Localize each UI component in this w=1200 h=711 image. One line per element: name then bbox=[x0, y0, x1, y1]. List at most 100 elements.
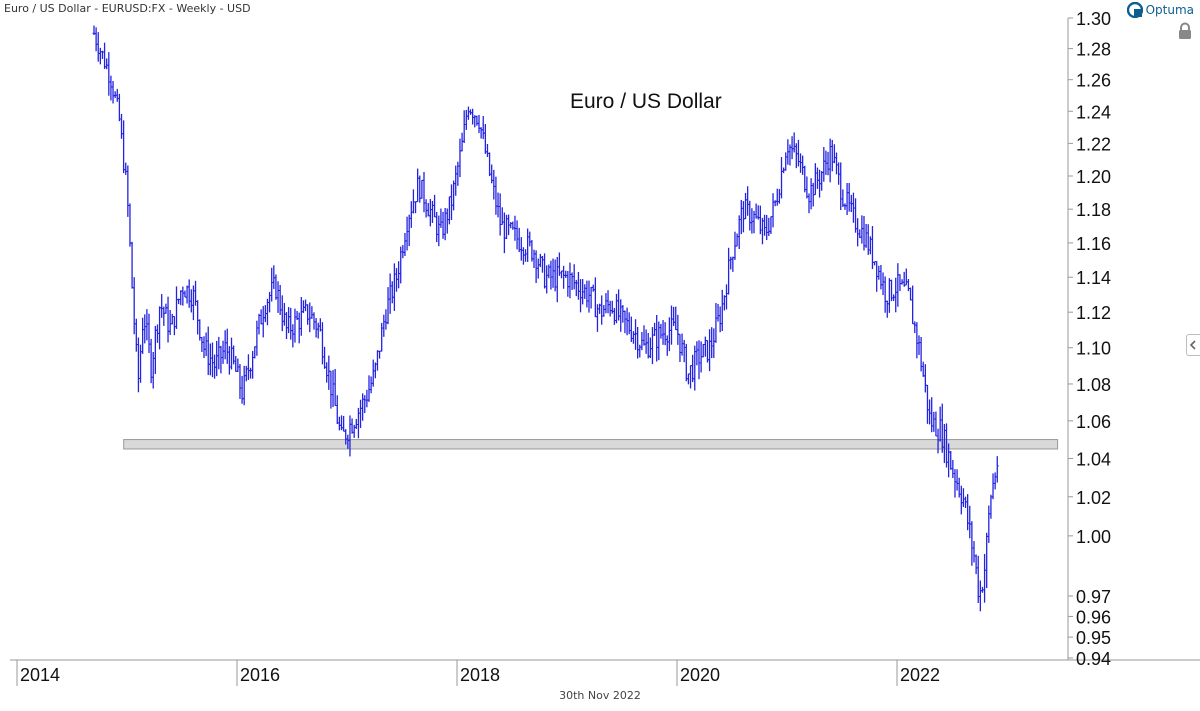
price-bar bbox=[485, 144, 489, 158]
y-tick-label: 1.02 bbox=[1076, 488, 1111, 508]
lock-icon[interactable] bbox=[1176, 22, 1194, 40]
price-bar bbox=[985, 532, 989, 589]
price-bar bbox=[206, 326, 210, 376]
price-bar bbox=[587, 280, 591, 313]
price-bar bbox=[560, 270, 563, 279]
price-bar bbox=[342, 415, 346, 432]
price-bar bbox=[572, 264, 576, 290]
price-bar bbox=[213, 354, 217, 379]
price-bar bbox=[94, 27, 98, 52]
price-bar bbox=[636, 326, 640, 359]
price-bar bbox=[517, 227, 521, 253]
price-bar bbox=[655, 314, 659, 362]
price-bar bbox=[648, 337, 652, 359]
price-bar bbox=[183, 290, 187, 298]
price-bar bbox=[185, 285, 189, 304]
price-bar bbox=[401, 245, 405, 259]
price-bar bbox=[375, 350, 379, 371]
price-bar bbox=[621, 305, 625, 323]
header-title: Euro / US Dollar - EURUSD:FX - Weekly - … bbox=[4, 2, 251, 15]
price-bar bbox=[301, 300, 305, 314]
price-bar bbox=[363, 395, 367, 414]
price-bar bbox=[270, 267, 274, 302]
price-bar bbox=[813, 163, 817, 196]
price-bar bbox=[790, 136, 794, 160]
x-tick-label: 2016 bbox=[240, 665, 280, 685]
y-tick-label: 1.04 bbox=[1076, 449, 1111, 469]
price-bar bbox=[462, 110, 466, 143]
collapse-panel-button[interactable] bbox=[1186, 334, 1200, 356]
price-bar bbox=[953, 469, 957, 498]
price-bar bbox=[602, 305, 606, 317]
price-bar bbox=[691, 354, 695, 383]
price-bar bbox=[955, 469, 959, 491]
price-bar bbox=[409, 201, 413, 228]
price-bar bbox=[255, 320, 259, 356]
time-axis: 2014 2016 2018 2020 2022 bbox=[16, 660, 940, 686]
price-bar bbox=[735, 233, 739, 247]
price-bar bbox=[822, 147, 826, 182]
price-bar bbox=[551, 258, 555, 288]
price-bar bbox=[894, 277, 898, 313]
price-bar bbox=[103, 42, 107, 69]
price-bar bbox=[674, 306, 678, 331]
price-bar bbox=[904, 268, 908, 286]
price-bar bbox=[701, 343, 705, 358]
price-bar bbox=[879, 264, 883, 290]
price-bar bbox=[714, 302, 718, 343]
price-bar bbox=[538, 253, 542, 268]
price-bar bbox=[464, 109, 468, 130]
price-bar bbox=[689, 365, 693, 389]
price-bar bbox=[898, 274, 902, 292]
price-bar bbox=[536, 258, 540, 279]
price-bar bbox=[841, 189, 845, 207]
price-bar bbox=[251, 350, 255, 379]
price-bar bbox=[780, 157, 783, 199]
price-bar bbox=[760, 217, 764, 245]
x-tick-label: 2014 bbox=[20, 665, 60, 685]
price-bar bbox=[227, 346, 231, 375]
price-bar bbox=[832, 144, 836, 164]
x-tick-label: 2018 bbox=[460, 665, 500, 685]
price-bar bbox=[456, 161, 460, 186]
price-bar bbox=[210, 342, 214, 378]
price-bar bbox=[246, 354, 250, 380]
price-bar bbox=[754, 203, 758, 219]
price-bar bbox=[799, 153, 803, 173]
price-bar bbox=[194, 280, 198, 306]
price-bar bbox=[458, 138, 462, 178]
price-bar bbox=[672, 306, 676, 326]
price-bar bbox=[615, 293, 618, 324]
price-bar bbox=[938, 406, 942, 442]
price-bar bbox=[557, 252, 561, 276]
price-bar bbox=[809, 178, 813, 210]
price-bar bbox=[589, 286, 593, 309]
y-tick-label: 1.30 bbox=[1076, 9, 1111, 29]
price-bar bbox=[371, 359, 375, 387]
price-bar bbox=[196, 300, 200, 335]
price-bar bbox=[741, 201, 745, 233]
price-bar bbox=[794, 143, 798, 169]
price-bar bbox=[388, 273, 392, 314]
price-axis: 1.30 1.28 1.26 1.24 1.22 1.20 1.18 1.16 1.14 1.12… bbox=[1068, 9, 1111, 669]
price-bar bbox=[268, 291, 272, 313]
price-bar bbox=[168, 310, 172, 335]
price-bar bbox=[365, 389, 369, 408]
price-bar bbox=[547, 264, 551, 279]
price-bar bbox=[170, 313, 174, 325]
price-bar bbox=[189, 289, 193, 313]
price-bar bbox=[902, 271, 906, 287]
price-bar bbox=[564, 270, 568, 278]
price-bar bbox=[380, 322, 384, 352]
price-bar bbox=[445, 208, 449, 234]
y-tick-label: 0.97 bbox=[1076, 587, 1111, 607]
price-bar bbox=[435, 211, 439, 243]
support-zone-band bbox=[123, 439, 1059, 450]
price-bar bbox=[623, 310, 627, 334]
price-bar bbox=[583, 284, 587, 299]
price-bar bbox=[718, 306, 722, 333]
price-bar bbox=[475, 115, 479, 126]
price-bar bbox=[217, 336, 221, 370]
price-bar bbox=[775, 188, 779, 206]
y-tick-label: 1.08 bbox=[1076, 375, 1111, 395]
